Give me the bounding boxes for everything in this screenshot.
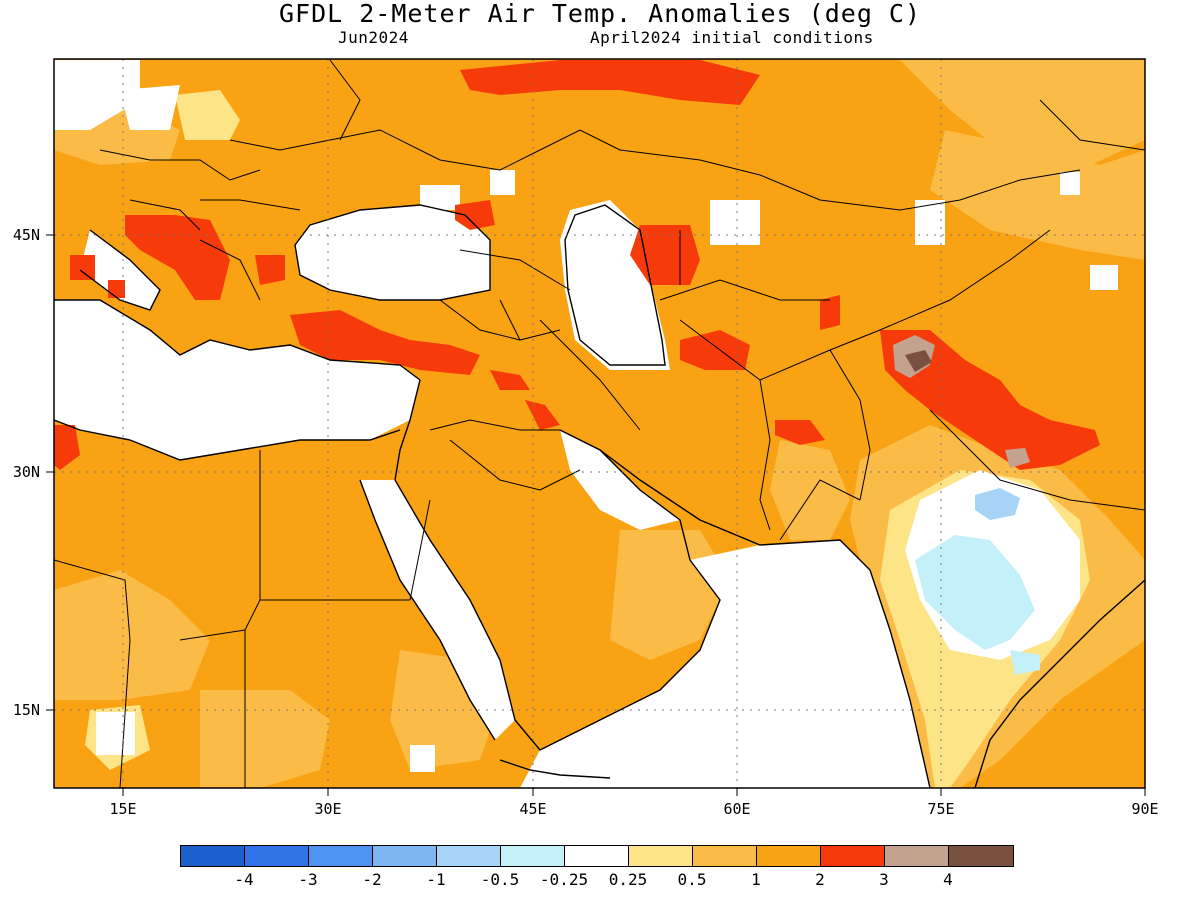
map-field — [54, 59, 1145, 788]
legend-swatch — [629, 846, 693, 866]
legend-swatch — [565, 846, 629, 866]
legend-tick-label: 0.5 — [677, 870, 707, 889]
lon-label-45e: 45E — [519, 800, 547, 818]
legend-tick-label: 1 — [751, 870, 761, 889]
init-conditions-label: April2024 initial conditions — [590, 28, 874, 47]
anomaly-fill-red — [54, 60, 1100, 470]
coastlines — [54, 204, 1145, 788]
legend-swatch — [245, 846, 309, 866]
country-borders — [54, 59, 1145, 788]
legend-swatch — [757, 846, 821, 866]
legend-swatch — [501, 846, 565, 866]
legend-tick-label: -3 — [298, 870, 318, 889]
legend-swatch — [437, 846, 501, 866]
anomaly-fill-brown — [905, 350, 932, 372]
anomaly-fill-light-blue — [975, 488, 1020, 520]
lon-label-60e: 60E — [723, 800, 751, 818]
lat-label-30n: 30N — [12, 463, 40, 481]
legend-tick-label: -2 — [362, 870, 382, 889]
legend-swatch — [949, 846, 1013, 866]
lat-label-15n: 15N — [12, 701, 40, 719]
map-frame — [53, 58, 1146, 789]
legend-swatch — [373, 846, 437, 866]
lon-label-90e: 90E — [1131, 800, 1159, 818]
legend-color-bar — [180, 845, 1014, 867]
axis-ticks — [46, 234, 1146, 796]
legend-tick-label: -1 — [426, 870, 446, 889]
legend-swatch — [885, 846, 949, 866]
legend-tick-label: 0.25 — [608, 870, 648, 889]
lon-label-75e: 75E — [927, 800, 955, 818]
legend-swatch — [181, 846, 245, 866]
lon-label-30e: 30E — [314, 800, 342, 818]
legend-tick-label: -0.5 — [480, 870, 520, 889]
legend-swatch — [309, 846, 373, 866]
lat-label-45n: 45N — [12, 226, 40, 244]
legend-swatch — [821, 846, 885, 866]
lon-label-15e: 15E — [109, 800, 137, 818]
valid-month-label: Jun2024 — [338, 28, 409, 47]
gridlines — [54, 59, 1145, 788]
legend-tick-label: 3 — [879, 870, 889, 889]
legend-tick-label: 2 — [815, 870, 825, 889]
legend-swatch — [693, 846, 757, 866]
legend-tick-label: 4 — [943, 870, 953, 889]
anomaly-fill-pale-cyan — [915, 535, 1040, 675]
legend-tick-label: -4 — [234, 870, 254, 889]
legend-tick-label: -0.25 — [539, 870, 589, 889]
map-title: GFDL 2-Meter Air Temp. Anomalies (deg C) — [278, 0, 922, 28]
